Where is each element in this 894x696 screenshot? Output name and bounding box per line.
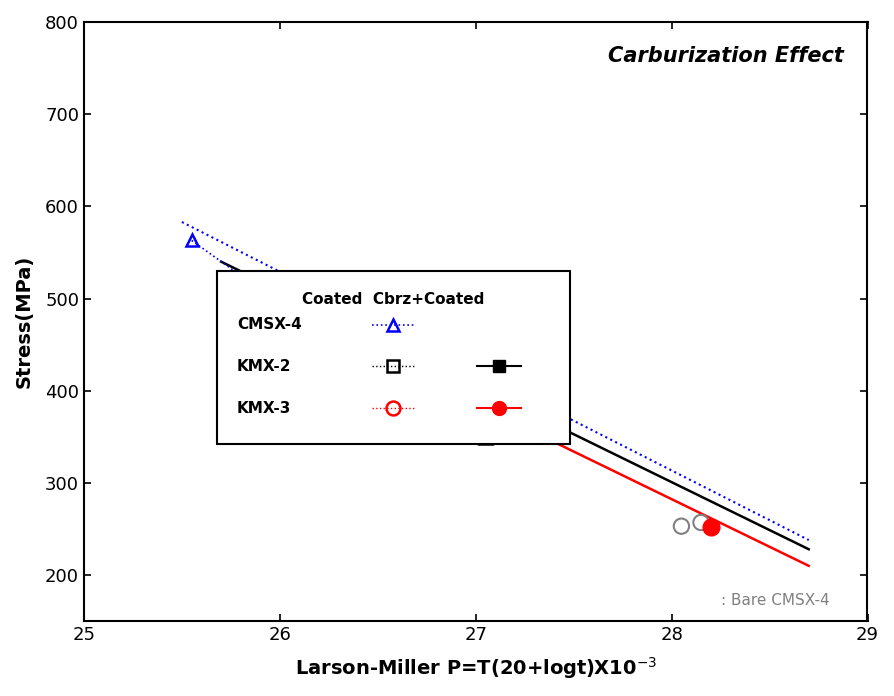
Text: : Bare CMSX-4: : Bare CMSX-4	[721, 594, 830, 608]
Text: KMX-3: KMX-3	[237, 401, 291, 416]
X-axis label: Larson-Miller P=T(20+logt)X10$^{-3}$: Larson-Miller P=T(20+logt)X10$^{-3}$	[295, 655, 657, 681]
FancyBboxPatch shape	[217, 271, 569, 444]
Point	[302, 293, 316, 304]
Point	[508, 429, 522, 441]
Point	[508, 429, 522, 441]
Point	[263, 295, 277, 306]
Point	[302, 293, 316, 304]
Text: Carburization Effect: Carburization Effect	[608, 46, 844, 66]
Point	[674, 521, 688, 532]
Y-axis label: Stress(MPa): Stress(MPa)	[15, 255, 34, 388]
Point	[704, 521, 718, 532]
Point	[273, 293, 287, 304]
Text: Coated  Cbrz+Coated: Coated Cbrz+Coated	[302, 292, 485, 307]
Point	[694, 517, 708, 528]
Text: KMX-2: KMX-2	[237, 359, 291, 374]
Point	[537, 429, 552, 441]
Point	[478, 432, 493, 443]
Text: CMSX-4: CMSX-4	[237, 317, 301, 332]
